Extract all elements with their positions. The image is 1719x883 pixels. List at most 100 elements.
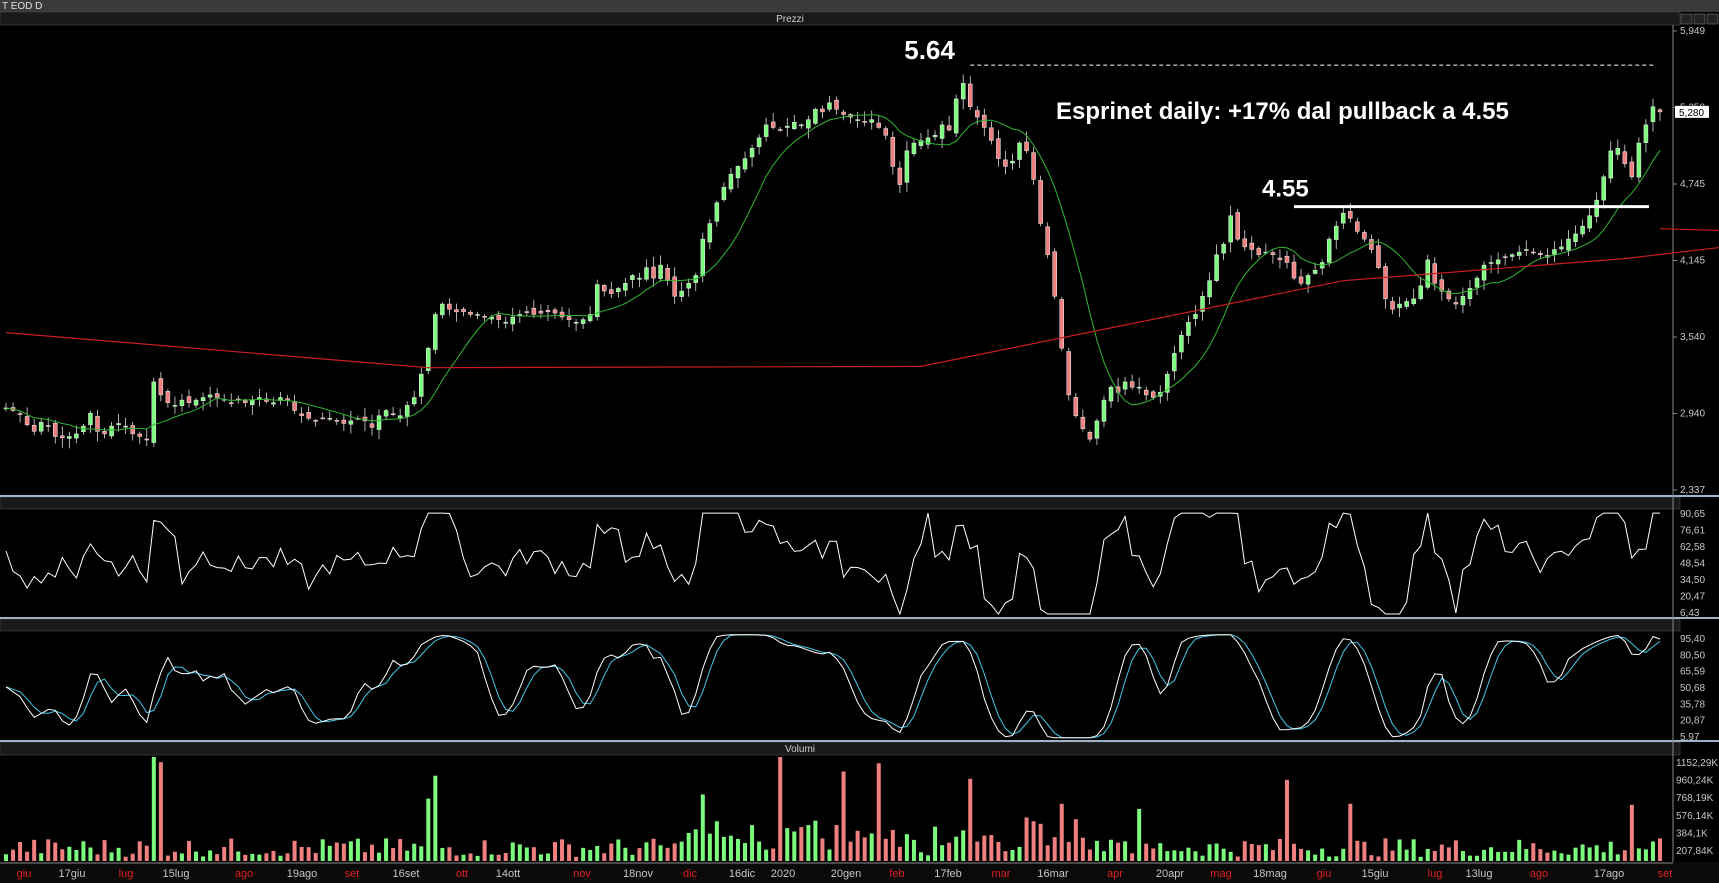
candle-body [1446,290,1452,300]
volume-bar [1221,848,1226,861]
panel-window-buttons [1680,13,1719,25]
volume-bar [1376,856,1381,861]
restore-icon[interactable] [1693,13,1706,25]
candle-body [1129,381,1135,388]
candle-body [454,309,459,313]
candle-body [1122,381,1128,390]
volume-bar [461,854,466,861]
volume-bar [1017,846,1022,861]
volume-bar [1214,843,1219,861]
candle-body [609,289,614,294]
candle-body [327,418,333,420]
x-tick-label: 18nov [623,868,653,880]
axis-layer: giu 17giu lug 15lug ago 19ago set 16set ott 14ott… [17,868,1673,880]
x-axis [0,862,1719,883]
candle-body [1355,221,1360,232]
volume-bar [911,839,916,861]
volume-bar [88,847,93,861]
volume-bar [250,853,255,861]
x-tick-label: set [1658,868,1673,880]
close-icon[interactable] [1706,13,1719,25]
volume-bar [412,843,417,861]
candle-body [1017,142,1022,160]
candle-body [1038,180,1043,224]
candle-body [334,420,340,422]
volume-bar [785,828,790,861]
y-tick-label: 50,68 [1680,683,1705,694]
volume-bar [1489,847,1494,861]
candle-body [1460,295,1466,306]
volume-bar [602,853,607,861]
candle-body [1587,215,1592,229]
volume-bar [750,825,755,861]
candle-body [799,124,804,127]
y-tick-label: 90,65 [1680,509,1705,520]
y-tick-label: 48,54 [1680,559,1705,570]
volume-bar [369,844,374,861]
candle-body [207,394,213,398]
volume-bar [876,763,881,861]
candle-body [1186,321,1191,336]
volume-bar [869,833,874,861]
volume-bar [447,847,452,861]
x-tick-label: 14ott [496,868,520,880]
y-tick-label: 80,50 [1680,650,1705,661]
volume-bar [1559,853,1564,861]
candle-body [1277,257,1283,261]
candle-body [1045,226,1050,255]
candle-body [53,422,58,437]
volume-bar [1172,850,1177,861]
y-tick-label: 6,43 [1680,608,1700,619]
candle-body [1538,253,1543,255]
candle-body [1657,109,1663,113]
candle-body [60,435,65,439]
candle-body [1066,351,1072,396]
x-tick-label: lug [119,868,134,880]
volume-bar [1299,848,1304,861]
window-titlebar [0,0,1719,12]
volume-bar [1552,850,1557,861]
volume-bar [503,852,508,861]
volume-bar [721,836,726,861]
candle-body [186,396,192,403]
stoch-main-line [5,634,1661,739]
volume-bar [1636,848,1641,861]
x-tick-label: 20gen [831,868,862,880]
y-tick-label: 1152,29K [1676,758,1718,769]
candle-body [390,413,396,415]
volume-bar [771,848,776,861]
candle-body [1080,416,1086,429]
volume-panel-title: Volumi [785,744,815,755]
volume-bar [1165,851,1170,861]
volume-bar [841,771,846,861]
y-tick-label: 20,47 [1680,592,1705,603]
volume-bar [792,831,797,861]
volume-bar [961,830,966,861]
candle-body [123,425,128,428]
volume-bar [1292,843,1297,861]
volume-bar [1306,850,1311,861]
candle-body [1580,225,1585,235]
minimize-icon[interactable] [1680,13,1693,25]
volume-bar [257,854,262,861]
candle-body [503,321,508,324]
candle-body [1207,280,1212,298]
candle-body [524,311,530,313]
candle-body [1108,386,1114,402]
volume-bar [25,851,30,861]
candle-body [1256,248,1262,255]
candle-body [785,125,790,128]
volume-bar [1643,849,1648,861]
annotation-label: 5.64 [904,35,955,65]
volume-bar [1010,849,1015,861]
candle-body [827,102,832,110]
stoch-layer: 95,40 80,50 65,59 50,68 35,78 20,87 5,97 [5,634,1705,743]
candle-body [17,413,23,415]
y-tick-label: 3,540 [1680,332,1705,343]
volume-bar [735,838,740,861]
candle-body [918,140,924,146]
volume-bar [1369,855,1374,861]
y-tick-label: 35,78 [1680,699,1705,710]
volume-bar [292,840,297,861]
candle-body [1531,251,1536,254]
